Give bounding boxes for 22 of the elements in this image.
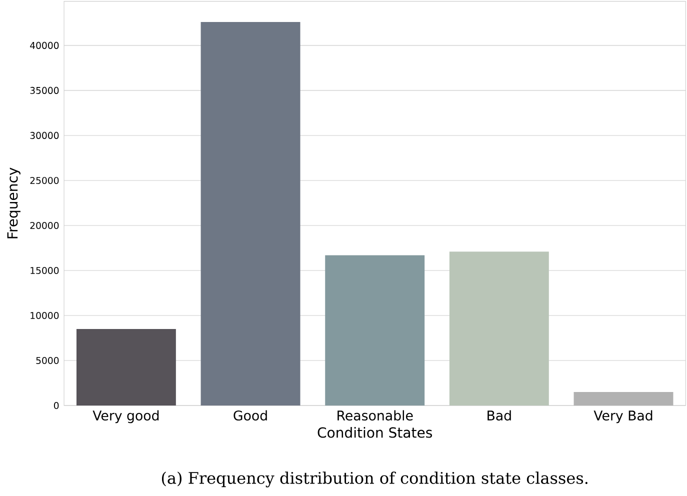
bar [200, 22, 300, 406]
bar [574, 392, 674, 406]
y-tick-label: 15000 [30, 266, 59, 274]
bar [325, 255, 425, 406]
y-tick-label: 25000 [30, 176, 59, 184]
x-tick-label: Very good [92, 410, 159, 424]
bar [76, 328, 176, 406]
y-tick-label: 30000 [30, 132, 59, 139]
y-tick-label: 0 [54, 402, 59, 409]
x-axis-title: Condition States [318, 426, 432, 438]
text: (a) Frequency distribution of condition state classes. [162, 472, 588, 488]
y-tick-label: 40000 [30, 42, 59, 49]
y-tick-label: 20000 [30, 222, 59, 229]
y-tick-label: 10000 [30, 312, 59, 319]
x-tick-label: Good [234, 410, 267, 420]
x-tick-label: Bad [488, 410, 511, 420]
y-tick-label: 35000 [30, 86, 59, 94]
x-tick-label: Reasonable [338, 410, 413, 420]
bar [449, 251, 549, 406]
y-tick-label: 5000 [36, 356, 59, 364]
y-axis-title: Frequency [7, 168, 20, 238]
x-tick-label: Very Bad [594, 410, 652, 424]
